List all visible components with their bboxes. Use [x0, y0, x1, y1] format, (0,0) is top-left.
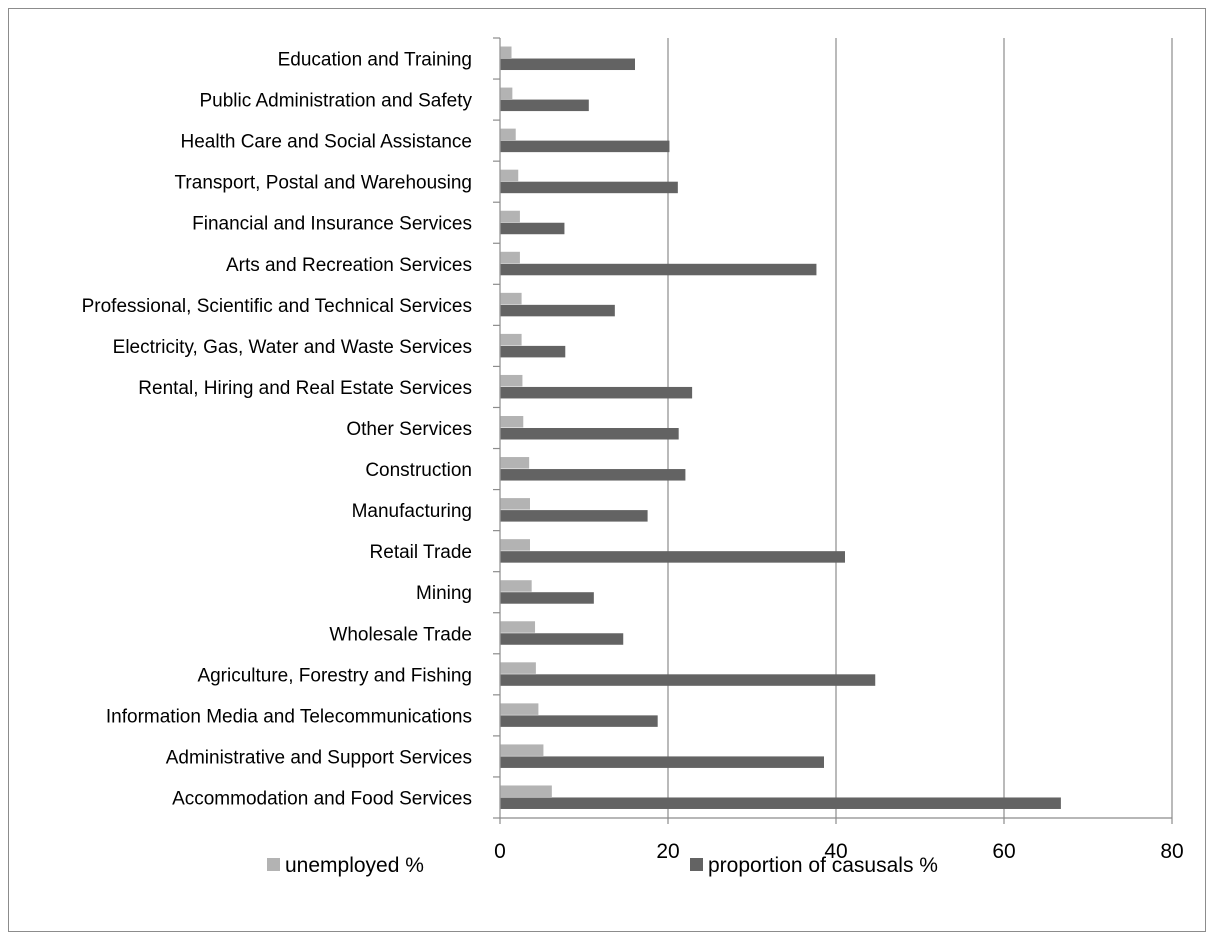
- bar-casuals: [500, 58, 635, 71]
- bar-casuals: [500, 222, 565, 235]
- legend: unemployed % proportion of casusals %: [267, 854, 938, 877]
- legend-label-casuals: proportion of casusals %: [708, 854, 938, 877]
- bar-unemployed: [500, 251, 520, 264]
- category-label: Financial and Insurance Services: [192, 214, 472, 235]
- category-label: Manufacturing: [352, 501, 472, 522]
- bar-casuals: [500, 756, 824, 768]
- bar-unemployed: [500, 580, 532, 592]
- category-label: Health Care and Social Assistance: [181, 132, 473, 153]
- bar-casuals: [500, 99, 589, 112]
- x-tick-label-40: 40: [824, 840, 847, 863]
- category-label: Administrative and Support Services: [166, 747, 472, 768]
- category-label: Public Administration and Safety: [200, 91, 473, 112]
- bar-unemployed: [500, 744, 544, 756]
- category-label: Construction: [365, 460, 472, 481]
- category-label: Arts and Recreation Services: [226, 255, 472, 276]
- bars: [500, 46, 1061, 809]
- category-label: Accommodation and Food Services: [172, 788, 472, 809]
- bar-casuals: [500, 263, 817, 276]
- legend-label-unemployed: unemployed %: [285, 854, 424, 877]
- category-label: Wholesale Trade: [329, 624, 472, 645]
- x-tick-label-0: 0: [494, 840, 506, 863]
- category-label: Other Services: [346, 419, 472, 440]
- legend-swatch-casuals: [690, 858, 703, 871]
- bar-unemployed: [500, 374, 523, 387]
- x-tick-label-60: 60: [992, 840, 1015, 863]
- bar-casuals: [500, 551, 845, 563]
- bar-unemployed: [500, 46, 512, 59]
- bar-unemployed: [500, 498, 530, 510]
- category-label: Rental, Hiring and Real Estate Services: [138, 378, 472, 399]
- bar-unemployed: [500, 292, 522, 305]
- bar-casuals: [500, 428, 679, 440]
- bar-casuals: [500, 674, 876, 686]
- bar-casuals: [500, 592, 594, 604]
- bar-unemployed: [500, 703, 539, 715]
- category-label: Electricity, Gas, Water and Waste Servic…: [113, 337, 472, 358]
- category-label: Agriculture, Forestry and Fishing: [197, 665, 472, 686]
- category-labels: Accommodation and Food Services Administr…: [82, 50, 473, 810]
- bar-unemployed: [500, 169, 519, 182]
- bar-casuals: [500, 386, 693, 399]
- bar-unemployed: [500, 333, 522, 346]
- x-tick-labels: 0 20 40 60 80: [494, 840, 1184, 863]
- bar-casuals: [500, 510, 648, 522]
- bar-unemployed: [500, 785, 552, 797]
- category-label: Education and Training: [278, 50, 472, 71]
- bar-casuals: [500, 181, 678, 194]
- bar-casuals: [500, 140, 670, 153]
- bar-casuals: [500, 469, 686, 481]
- bar-unemployed: [500, 128, 516, 141]
- bar-casuals: [500, 633, 624, 645]
- bar-unemployed: [500, 210, 520, 223]
- category-label: Mining: [416, 583, 472, 604]
- gridlines: [667, 38, 1173, 818]
- bar-unemployed: [500, 457, 530, 469]
- bar-casuals: [500, 304, 615, 317]
- category-label: Transport, Postal and Warehousing: [175, 173, 472, 194]
- x-tick-label-20: 20: [656, 840, 679, 863]
- bar-unemployed: [500, 662, 536, 674]
- bar-unemployed: [500, 621, 536, 633]
- category-label: Retail Trade: [370, 542, 472, 563]
- bar-unemployed: [500, 539, 530, 551]
- axes: [493, 37, 1173, 824]
- x-tick-label-80: 80: [1160, 840, 1183, 863]
- bar-unemployed: [500, 416, 524, 428]
- bar-unemployed: [500, 87, 513, 100]
- bar-casuals: [500, 797, 1061, 809]
- category-label: Information Media and Telecommunications: [106, 706, 472, 727]
- category-label: Professional, Scientific and Technical S…: [82, 296, 472, 317]
- bar-casuals: [500, 345, 566, 358]
- bar-casuals: [500, 715, 658, 727]
- legend-swatch-unemployed: [267, 858, 280, 871]
